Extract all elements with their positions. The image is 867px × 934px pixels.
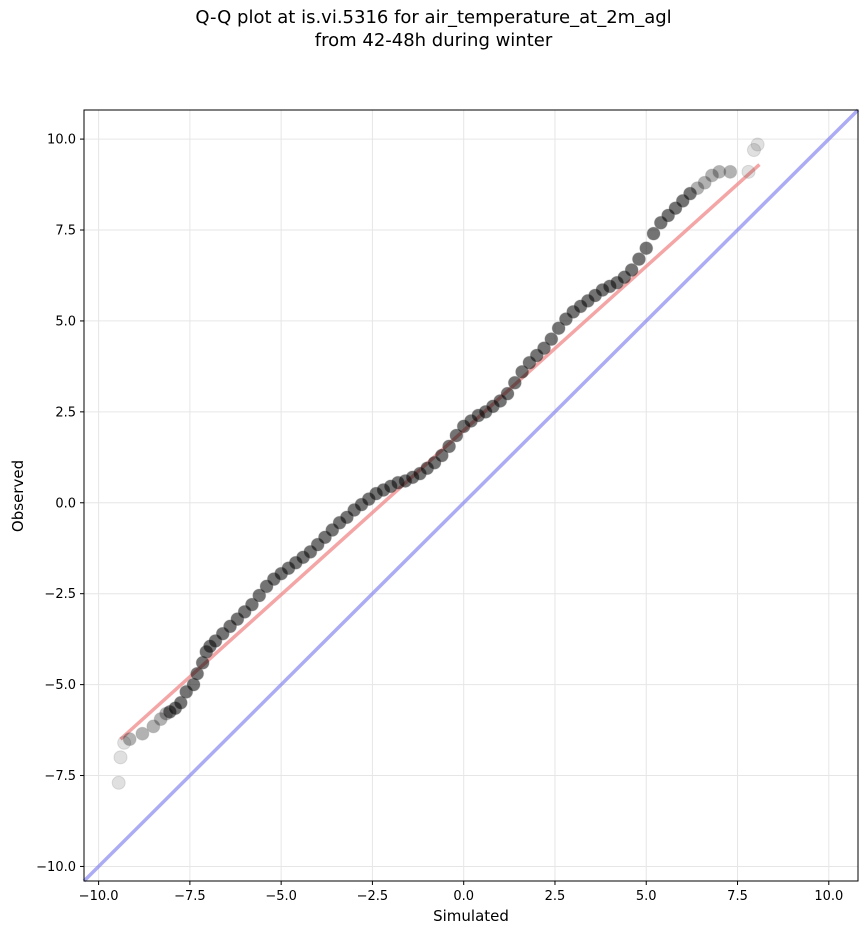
y-tick-label: 2.5 bbox=[55, 405, 76, 420]
reference-lines bbox=[82, 108, 860, 883]
data-point bbox=[551, 321, 566, 336]
data-point bbox=[146, 719, 161, 734]
data-point bbox=[704, 168, 719, 183]
data-point bbox=[750, 137, 765, 152]
y-tick-label: 7.5 bbox=[55, 224, 76, 239]
x-tick-label: 2.5 bbox=[545, 889, 566, 904]
data-point bbox=[690, 181, 705, 196]
data-point bbox=[723, 164, 738, 179]
data-point bbox=[712, 164, 727, 179]
y-tick-label: 10.0 bbox=[47, 133, 76, 148]
data-point bbox=[544, 332, 559, 347]
data-point bbox=[442, 439, 457, 454]
data-point bbox=[507, 375, 522, 390]
x-tick-label: −2.5 bbox=[357, 889, 389, 904]
data-point bbox=[746, 143, 761, 158]
x-tick-label: −5.0 bbox=[265, 889, 297, 904]
data-point bbox=[537, 341, 552, 356]
data-point bbox=[244, 597, 259, 612]
x-axis-label: Simulated bbox=[433, 907, 509, 925]
data-point bbox=[117, 735, 132, 750]
x-tick-label: 0.0 bbox=[453, 889, 474, 904]
x-tick-label: 10.0 bbox=[814, 889, 843, 904]
data-point bbox=[111, 775, 126, 790]
data-point bbox=[683, 186, 698, 201]
y-axis-label: Observed bbox=[9, 460, 27, 532]
data-point bbox=[697, 175, 712, 190]
data-point bbox=[449, 428, 464, 443]
x-tick-label: 5.0 bbox=[636, 889, 657, 904]
plot-frame bbox=[83, 109, 859, 882]
data-point bbox=[190, 666, 205, 681]
data-point bbox=[173, 695, 188, 710]
y-tick-label: −5.0 bbox=[44, 678, 76, 693]
data-point bbox=[631, 252, 646, 267]
chart-title: Q-Q plot at is.vi.5316 for air_temperatu… bbox=[0, 6, 867, 52]
data-points bbox=[111, 137, 765, 790]
data-point bbox=[113, 750, 128, 765]
identity-line bbox=[82, 108, 860, 883]
y-axis-ticks: −10.0 −7.5 −5.0 −2.5 0.0 2.5 5.0 7.5 10.0 bbox=[36, 133, 84, 875]
data-point bbox=[135, 726, 150, 741]
data-point bbox=[624, 263, 639, 278]
data-point bbox=[500, 386, 515, 401]
y-tick-label: −10.0 bbox=[36, 860, 76, 875]
x-tick-label: −10.0 bbox=[79, 889, 119, 904]
y-tick-label: 5.0 bbox=[55, 314, 76, 329]
chart-title-line1: Q-Q plot at is.vi.5316 for air_temperatu… bbox=[195, 7, 672, 28]
data-point bbox=[122, 732, 137, 747]
data-point bbox=[434, 448, 449, 463]
data-point bbox=[646, 226, 661, 241]
data-point bbox=[153, 712, 168, 727]
grid-lines bbox=[84, 110, 858, 881]
x-axis-ticks: −10.0 −7.5 −5.0 −2.5 0.0 2.5 5.0 7.5 10.0 bbox=[79, 881, 843, 904]
chart-title-line2: from 42-48h during winter bbox=[314, 30, 553, 51]
x-tick-label: −7.5 bbox=[174, 889, 206, 904]
x-tick-label: 7.5 bbox=[727, 889, 748, 904]
data-point bbox=[741, 164, 756, 179]
y-tick-label: −2.5 bbox=[44, 587, 76, 602]
data-point bbox=[515, 364, 530, 379]
data-point bbox=[252, 588, 267, 603]
y-tick-label: 0.0 bbox=[55, 496, 76, 511]
data-point bbox=[639, 241, 654, 256]
y-tick-label: −7.5 bbox=[44, 769, 76, 784]
